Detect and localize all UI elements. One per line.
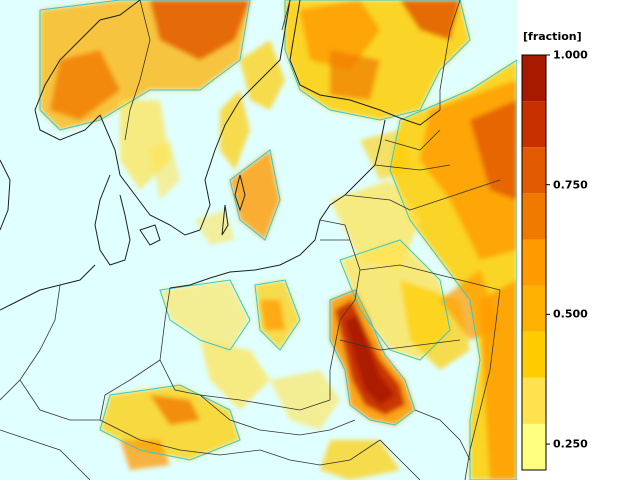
colorbar-segment <box>522 239 546 286</box>
colorbar-segment <box>522 55 546 102</box>
colorbar <box>521 54 550 471</box>
central-snow <box>340 240 500 370</box>
legend-unit: [fraction] <box>523 30 582 43</box>
colorbar-tick-label: 1.000 <box>553 48 588 62</box>
coastlines <box>0 0 441 311</box>
country-borders <box>0 0 501 480</box>
finland-snow <box>285 0 470 120</box>
snow-fraction-field <box>40 0 517 480</box>
west-central-snow <box>100 140 400 480</box>
colorbar-tick-label: 0.750 <box>553 178 588 192</box>
contour-lines <box>39 0 517 480</box>
colorbar-segment <box>522 193 546 240</box>
colorbar-segment <box>522 285 546 332</box>
scandinavia-snow <box>40 0 285 240</box>
colorbar-segment <box>522 147 546 194</box>
colorbar-frame <box>521 54 547 471</box>
snow-cover-map <box>0 0 517 480</box>
legend: [fraction] 1.000 0.750 0.500 0.250 <box>517 0 640 480</box>
colorbar-segment <box>522 377 546 424</box>
colorbar-segment <box>522 101 546 148</box>
colorbar-tick-label: 0.500 <box>553 307 588 321</box>
carpathian-snow <box>330 290 415 425</box>
colorbar-segment <box>522 423 546 470</box>
colorbar-tick-label: 0.250 <box>553 437 588 451</box>
colorbar-segment <box>522 331 546 378</box>
